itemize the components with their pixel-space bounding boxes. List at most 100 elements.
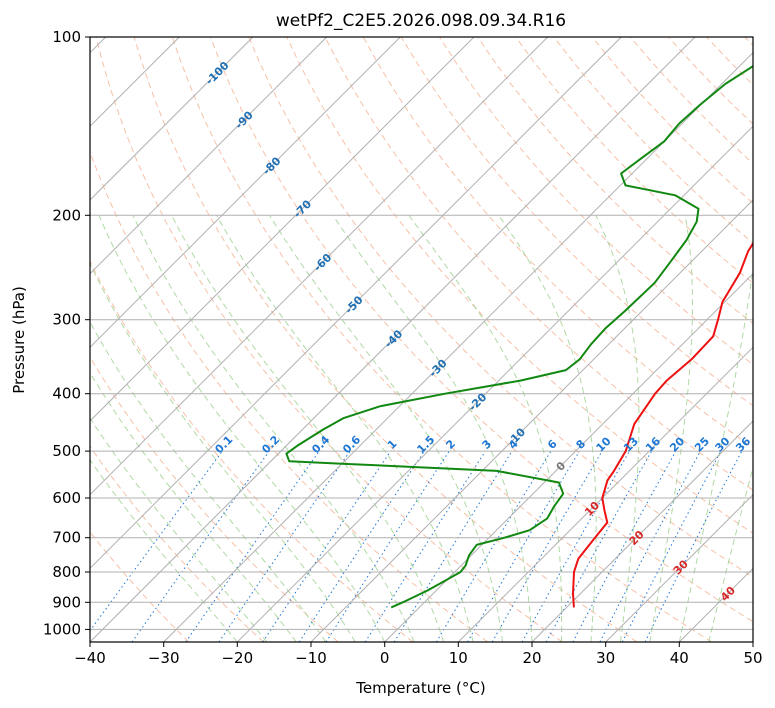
isotherm-line <box>236 125 753 642</box>
moist-adiabat <box>649 215 693 642</box>
moist-adiabat <box>216 215 474 642</box>
y-axis: 100 200 300 400 500 600 700 800 900 1000 <box>43 28 90 638</box>
dry-adiabat <box>324 37 753 491</box>
moist-adiabat <box>171 215 445 642</box>
moist-adiabat <box>98 215 386 642</box>
isotherm-line <box>678 567 753 642</box>
isotherm-line <box>90 37 475 422</box>
mixing-ratio-line <box>572 450 677 642</box>
dewpoint-line <box>285 65 753 609</box>
dry-adiabat <box>286 37 753 534</box>
mixing-ratio-line <box>393 450 513 642</box>
moist-adiabat <box>90 417 268 642</box>
mixing-ratio-line <box>435 450 552 642</box>
y-tick-label: 200 <box>52 206 81 224</box>
plot-area: -100-90-80-70-60-50-40-30-20-10010203040… <box>90 37 753 642</box>
mixing-ratio-line <box>599 450 701 642</box>
mixing-ratio-line <box>185 450 320 642</box>
dry-adiabat <box>668 37 753 125</box>
temperature-line <box>572 241 753 608</box>
isotherm-label: -80 <box>260 154 283 177</box>
y-axis-label: Pressure (hPa) <box>10 286 28 394</box>
mixing-ratio-line <box>218 450 351 642</box>
x-tick-label: −40 <box>74 649 106 667</box>
moist-adiabat <box>595 215 640 642</box>
dry-adiabat <box>210 37 753 623</box>
isotherm-line <box>90 37 328 275</box>
sounding-series <box>285 65 753 609</box>
mixing-ratio-line <box>90 450 223 632</box>
dry-adiabat <box>90 531 190 642</box>
moist-adiabats <box>90 215 753 642</box>
mixing-ratio-line <box>467 450 580 642</box>
mixing-ratio-line <box>298 450 425 642</box>
moist-adiabat <box>90 371 297 642</box>
dry-adiabat <box>90 150 488 642</box>
mixing-ratio-line <box>644 450 743 642</box>
mixing-ratio-line <box>364 450 486 642</box>
x-tick-label: −30 <box>148 649 180 667</box>
dry-adiabat <box>744 37 753 47</box>
mixing-ratio-label: 0.6 <box>340 433 363 456</box>
y-tick-label: 800 <box>52 563 81 581</box>
isotherm-line <box>384 272 753 642</box>
pressure-gridlines <box>90 37 753 630</box>
dry-adiabat <box>171 37 712 642</box>
y-tick-label: 700 <box>52 529 81 547</box>
dry-adiabat <box>515 37 753 284</box>
moist-adiabat <box>678 263 753 642</box>
isotherm-line <box>163 51 753 642</box>
isotherm-line <box>90 37 254 201</box>
mixing-ratio-line <box>131 450 270 642</box>
isotherm-label: -100 <box>203 59 232 88</box>
x-tick-label: 50 <box>743 649 762 667</box>
moist-adiabat <box>90 459 238 642</box>
mixing-ratio-label: 25 <box>692 435 712 455</box>
x-tick-label: 10 <box>449 649 468 667</box>
moist-adiabat <box>90 262 356 642</box>
mixing-ratio-line <box>521 450 630 642</box>
moist-adiabat <box>269 215 503 642</box>
y-tick-label: 900 <box>52 593 81 611</box>
dry-adiabat <box>90 445 264 642</box>
y-tick-label: 1000 <box>43 620 81 638</box>
y-tick-label: 600 <box>52 489 81 507</box>
x-tick-label: 40 <box>670 649 689 667</box>
dry-adiabat <box>248 37 753 578</box>
y-tick-label: 300 <box>52 311 81 329</box>
y-tick-label: 400 <box>52 385 81 403</box>
y-tick-label: 500 <box>52 442 81 460</box>
y-tick-label: 100 <box>52 28 81 46</box>
isotherm-line <box>752 641 753 642</box>
moist-adiabat <box>708 465 753 642</box>
moist-adiabat <box>132 215 415 642</box>
isotherm-line <box>90 37 622 570</box>
isotherm-line <box>457 346 753 642</box>
isotherm-line <box>531 420 753 642</box>
chart-title: wetPf2_C2E5.2026.098.09.34.R16 <box>276 11 566 31</box>
x-tick-label: 30 <box>596 649 615 667</box>
dry-adiabat <box>438 37 753 366</box>
x-tick-label: −20 <box>221 649 253 667</box>
dry-adiabat <box>90 259 414 642</box>
dry-adiabat <box>90 356 339 642</box>
isotherm-line <box>605 493 753 642</box>
moist-adiabat <box>90 321 327 642</box>
mixing-ratio-labels: 0.1 0.2 0.4 0.6 1 1.5 2 3 4 6 8 10 13 16 20 25 30 36 <box>212 433 753 456</box>
mixing-ratio-label: 3 <box>480 437 495 452</box>
mixing-ratio-label: 1.5 <box>414 433 437 456</box>
x-tick-label: −10 <box>295 649 327 667</box>
x-axis-label: Temperature (°C) <box>355 679 485 697</box>
isotherm-line <box>310 199 753 642</box>
dry-adiabat <box>706 37 753 86</box>
dry-adiabat <box>95 37 563 642</box>
dry-adiabat <box>133 37 638 642</box>
x-tick-label: 20 <box>522 649 541 667</box>
isotherm-label: -50 <box>342 293 365 316</box>
moist-adiabat <box>408 215 563 642</box>
plot-frame <box>89 36 754 643</box>
isotherm-line <box>90 37 549 496</box>
mixing-ratio-line <box>262 450 392 642</box>
dry-adiabat <box>591 37 753 204</box>
